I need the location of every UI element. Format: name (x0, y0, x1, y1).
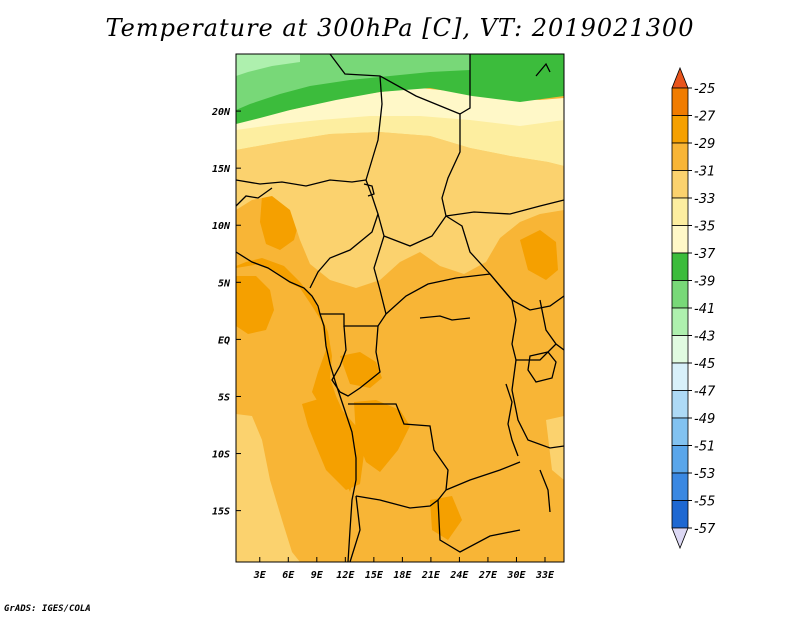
colorbar-label: -45 (694, 357, 715, 372)
border-angola-zambia (355, 489, 447, 509)
colorbar-label: -55 (694, 495, 715, 510)
colorbar-box (671, 280, 689, 309)
x-tick-label: 24E (449, 570, 469, 581)
border-niger-south (235, 179, 367, 187)
grads-credit: GrADS: IGES/COLA (4, 604, 91, 614)
border-cameroon-car (373, 213, 387, 315)
border-namibia (349, 495, 361, 563)
x-tick-label: 33E (535, 570, 555, 581)
colorbar-label: -27 (694, 110, 716, 125)
coast-west-africa (235, 251, 357, 563)
border-nigeria-cameroon (309, 179, 379, 289)
colorbar-box (671, 142, 689, 171)
field-warm-central (354, 400, 410, 472)
y-tick-label: 10N (212, 221, 231, 232)
colorbar-box (671, 197, 689, 226)
colorbar-box (671, 115, 689, 144)
y-tick-label: EQ (218, 335, 230, 346)
colorbar-box (671, 417, 689, 446)
x-tick-label: 27E (478, 570, 498, 581)
colorbar-label: -33 (694, 192, 715, 207)
colorbar-label: -47 (694, 385, 716, 400)
x-tick-label: 30E (506, 570, 526, 581)
colorbar-label: -43 (694, 330, 715, 345)
border-uganda (511, 299, 557, 361)
border-benin-nigeria (235, 187, 273, 207)
colorbar-box (671, 252, 689, 281)
country-borders (235, 53, 565, 563)
colorbar-labels: -25 -27 -29 -31 -33 -35 -37 -39 -41 -43 -45 -47 -49 -… (688, 82, 716, 537)
border-tanzania (511, 359, 565, 449)
y-tick-label: 10S (212, 450, 230, 461)
colorbar-box (671, 362, 689, 391)
border-zambia-south (437, 499, 521, 553)
x-axis: 3E 6E 9E 12E 15E 18E 21E 24E 27E 30E 33E (253, 557, 555, 581)
x-tick-label: 12E (336, 570, 355, 581)
red-sea-coast (535, 62, 551, 77)
colorbar-box (671, 307, 689, 336)
colorbar-label: -37 (694, 247, 716, 262)
colorbar-label: -35 (694, 220, 715, 235)
x-tick-label: 15E (365, 570, 384, 581)
colorbar-box (671, 335, 689, 364)
x-tick-label: 9E (311, 570, 324, 581)
colorbar-label: -29 (694, 137, 715, 152)
field-cool-southwest (236, 414, 300, 562)
y-tick-label: 5S (218, 392, 230, 403)
colorbar-box (671, 472, 689, 501)
field-cool-southeast (546, 416, 564, 480)
field-warm-coast (236, 276, 274, 334)
colorbar-label: -31 (694, 165, 715, 180)
field-warm-east (520, 230, 558, 280)
border-southsudan-south (489, 273, 565, 311)
y-tick-label: 15N (212, 164, 231, 175)
x-tick-label: 21E (421, 570, 441, 581)
map-frame (235, 53, 565, 563)
colorbar-label: -57 (694, 522, 716, 537)
lake-malawi (539, 469, 551, 513)
colorbar-label: -25 (694, 82, 715, 97)
lake-tanganyika (505, 383, 519, 457)
y-tick-label: 20N (211, 107, 231, 118)
colorbar-label: -51 (694, 440, 715, 455)
colorbar-box (671, 445, 689, 474)
lake-chad (363, 183, 375, 197)
colorbar-label: -53 (694, 467, 715, 482)
border-kenya (539, 299, 565, 351)
colorbar-label: -41 (694, 302, 715, 317)
chart-title: Temperature at 300hPa [C], VT: 201902130… (105, 14, 695, 42)
y-tick-label: 5N (218, 278, 231, 289)
y-axis: 20N 15N 10N 5N EQ 5S 10S 15S (211, 107, 241, 518)
colorbar-box (671, 87, 689, 116)
border-sudan-southsudan (445, 199, 565, 217)
border-gabon-congo (331, 325, 347, 393)
border-zambia-east (445, 461, 521, 491)
field-cool-north (236, 132, 564, 288)
field-palegreen (236, 54, 300, 76)
temperature-field (236, 54, 564, 562)
x-tick-label: 3E (253, 570, 267, 581)
field-pale-north (236, 88, 564, 130)
colorbar-box (671, 390, 689, 419)
y-tick-label: 15S (212, 507, 230, 518)
border-congo-drc (339, 325, 381, 397)
colorbar-boxes (671, 66, 689, 550)
x-tick-label: 18E (393, 570, 412, 581)
colorbar-label: -49 (694, 412, 715, 427)
colorbar-box (671, 225, 689, 254)
lake-victoria (527, 351, 557, 383)
colorbar-box (671, 500, 689, 529)
colorbar-top-triangle (671, 66, 689, 89)
field-lightgreen (236, 54, 470, 110)
colorbar-label: -39 (694, 275, 715, 290)
colorbar-bottom-triangle (671, 527, 689, 550)
colorbar-box (671, 170, 689, 199)
border-chad-east (441, 54, 471, 217)
border-drc-angola (348, 403, 449, 491)
border-niger-chad (365, 75, 383, 181)
congo-river (419, 315, 471, 321)
x-tick-label: 6E (282, 570, 295, 581)
